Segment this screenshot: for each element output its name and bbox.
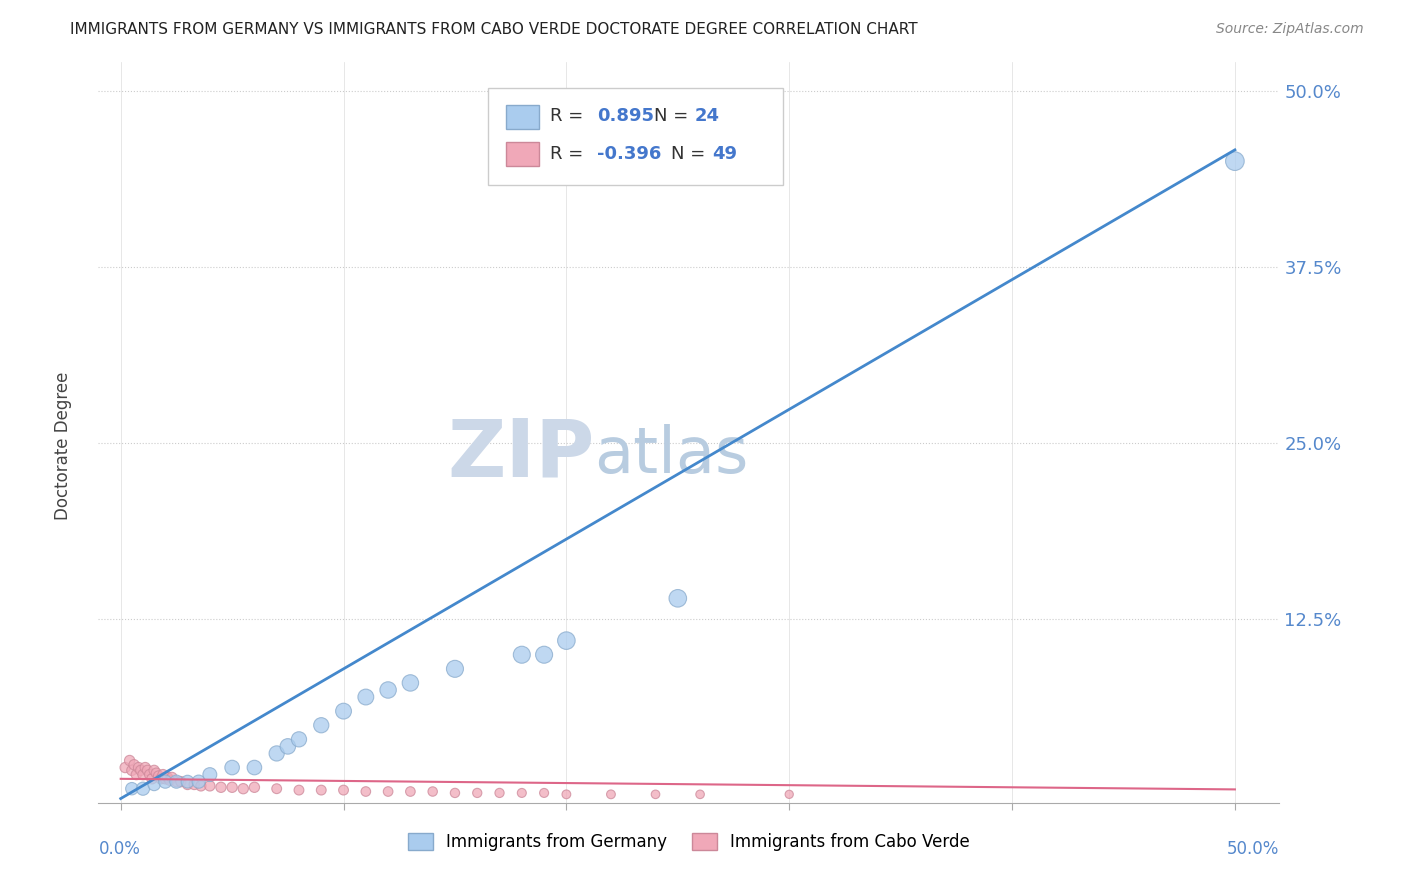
Point — [156, 771, 179, 785]
Text: N =: N = — [671, 145, 711, 162]
Point — [377, 683, 399, 698]
Point — [533, 786, 555, 800]
Point — [129, 764, 152, 778]
Point — [399, 784, 422, 798]
Point — [141, 772, 163, 786]
FancyBboxPatch shape — [506, 105, 538, 129]
Point — [243, 780, 266, 795]
Point — [121, 764, 143, 778]
Point — [243, 760, 266, 774]
Text: 0.895: 0.895 — [596, 108, 654, 126]
Point — [309, 718, 332, 732]
Text: IMMIGRANTS FROM GERMANY VS IMMIGRANTS FROM CABO VERDE DOCTORATE DEGREE CORRELATI: IMMIGRANTS FROM GERMANY VS IMMIGRANTS FR… — [70, 22, 918, 37]
Point — [309, 783, 332, 797]
Text: 0.0%: 0.0% — [98, 840, 141, 858]
Point — [159, 773, 181, 788]
Point — [288, 783, 311, 797]
Point — [136, 764, 159, 778]
Text: N =: N = — [654, 108, 693, 126]
Point — [148, 769, 170, 783]
Point — [125, 767, 148, 781]
Point — [555, 633, 578, 648]
Point — [152, 767, 174, 781]
Point — [332, 783, 354, 797]
Point — [510, 648, 533, 662]
Point — [114, 760, 136, 774]
Point — [266, 747, 288, 761]
Point — [176, 774, 198, 789]
Point — [160, 771, 183, 785]
Point — [132, 767, 155, 781]
Point — [689, 788, 711, 802]
Point — [332, 704, 354, 718]
Text: Doctorate Degree: Doctorate Degree — [55, 372, 72, 520]
FancyBboxPatch shape — [506, 143, 538, 166]
Text: 49: 49 — [713, 145, 738, 162]
Point — [176, 777, 198, 791]
Point — [183, 777, 205, 791]
Point — [354, 784, 377, 798]
Point — [128, 760, 150, 774]
Point — [143, 777, 166, 791]
Legend: Immigrants from Germany, Immigrants from Cabo Verde: Immigrants from Germany, Immigrants from… — [401, 826, 977, 857]
Point — [666, 591, 689, 606]
Point — [149, 772, 172, 786]
Point — [221, 760, 243, 774]
Text: 50.0%: 50.0% — [1227, 840, 1279, 858]
Point — [488, 786, 510, 800]
Point — [165, 774, 187, 789]
Point — [132, 781, 155, 796]
Point — [232, 781, 254, 796]
Point — [121, 781, 143, 796]
Point — [198, 767, 221, 781]
Point — [555, 788, 578, 802]
Text: R =: R = — [550, 108, 589, 126]
Point — [354, 690, 377, 704]
Point — [422, 784, 444, 798]
Point — [444, 786, 467, 800]
Point — [510, 786, 533, 800]
Point — [155, 772, 177, 786]
Point — [266, 781, 288, 796]
Point — [198, 779, 221, 793]
Text: R =: R = — [550, 145, 589, 162]
Point — [122, 757, 145, 772]
Point — [221, 780, 243, 795]
Point — [118, 754, 141, 768]
Point — [209, 780, 232, 795]
Text: Source: ZipAtlas.com: Source: ZipAtlas.com — [1216, 22, 1364, 37]
Point — [134, 760, 156, 774]
Point — [190, 779, 212, 793]
Point — [170, 774, 193, 789]
Point — [277, 739, 299, 754]
Point — [145, 766, 167, 780]
Point — [644, 788, 666, 802]
Text: 24: 24 — [695, 108, 720, 126]
Text: atlas: atlas — [595, 424, 749, 486]
Point — [778, 788, 800, 802]
Point — [187, 774, 209, 789]
Point — [138, 767, 160, 781]
Point — [465, 786, 488, 800]
Text: -0.396: -0.396 — [596, 145, 661, 162]
Point — [288, 732, 311, 747]
Point — [533, 648, 555, 662]
Text: ZIP: ZIP — [447, 416, 595, 494]
Point — [1223, 154, 1246, 169]
Point — [377, 784, 399, 798]
Point — [165, 774, 187, 789]
Point — [600, 788, 623, 802]
Point — [399, 676, 422, 690]
Point — [444, 662, 467, 676]
Point — [155, 774, 177, 789]
FancyBboxPatch shape — [488, 88, 783, 185]
Point — [143, 764, 166, 778]
